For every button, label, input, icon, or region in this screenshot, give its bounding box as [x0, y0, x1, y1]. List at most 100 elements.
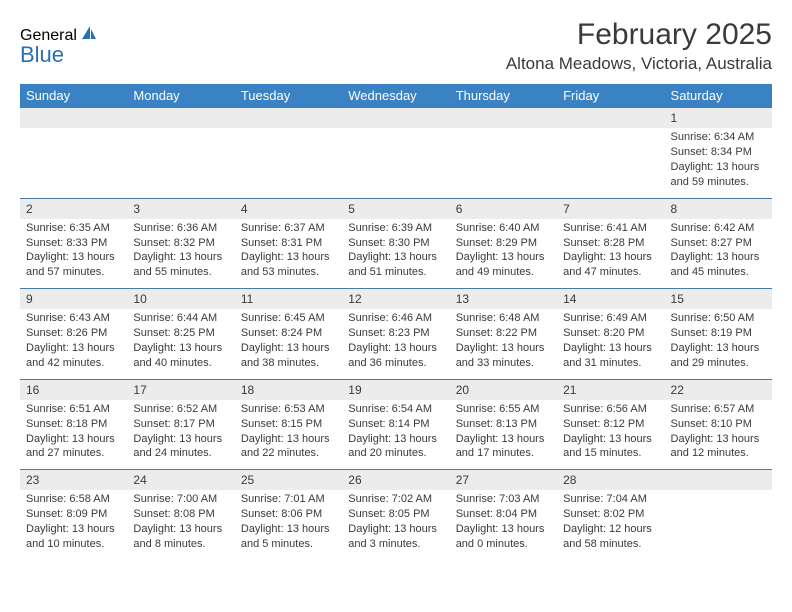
sunrise-text: Sunrise: 6:55 AM — [456, 402, 551, 417]
sunset-text: Sunset: 8:24 PM — [241, 326, 336, 341]
sunrise-text: Sunrise: 6:35 AM — [26, 221, 121, 236]
sunrise-text: Sunrise: 7:02 AM — [348, 492, 443, 507]
daylight-text: Daylight: 13 hours and 42 minutes. — [26, 341, 121, 371]
day-detail-cell: Sunrise: 6:40 AMSunset: 8:29 PMDaylight:… — [450, 219, 557, 289]
sunrise-text: Sunrise: 6:54 AM — [348, 402, 443, 417]
day-header: Sunday — [20, 84, 127, 108]
sunrise-text: Sunrise: 6:58 AM — [26, 492, 121, 507]
day-detail-cell: Sunrise: 7:01 AMSunset: 8:06 PMDaylight:… — [235, 490, 342, 559]
sunset-text: Sunset: 8:29 PM — [456, 236, 551, 251]
daylight-text: Daylight: 13 hours and 8 minutes. — [133, 522, 228, 552]
day-number-row: 1 — [20, 108, 772, 129]
daylight-text: Daylight: 13 hours and 47 minutes. — [563, 250, 658, 280]
day-detail-cell: Sunrise: 6:39 AMSunset: 8:30 PMDaylight:… — [342, 219, 449, 289]
day-detail-cell: Sunrise: 6:43 AMSunset: 8:26 PMDaylight:… — [20, 309, 127, 379]
sunrise-text: Sunrise: 6:53 AM — [241, 402, 336, 417]
day-detail-cell — [235, 128, 342, 198]
day-detail-cell: Sunrise: 6:55 AMSunset: 8:13 PMDaylight:… — [450, 400, 557, 470]
sunset-text: Sunset: 8:14 PM — [348, 417, 443, 432]
day-detail-row: Sunrise: 6:58 AMSunset: 8:09 PMDaylight:… — [20, 490, 772, 559]
day-number-cell — [20, 108, 127, 129]
day-detail-cell: Sunrise: 6:36 AMSunset: 8:32 PMDaylight:… — [127, 219, 234, 289]
sunset-text: Sunset: 8:33 PM — [26, 236, 121, 251]
daylight-text: Daylight: 13 hours and 49 minutes. — [456, 250, 551, 280]
daylight-text: Daylight: 13 hours and 22 minutes. — [241, 432, 336, 462]
day-number-cell: 15 — [665, 289, 772, 310]
day-detail-cell: Sunrise: 7:02 AMSunset: 8:05 PMDaylight:… — [342, 490, 449, 559]
day-number-cell: 11 — [235, 289, 342, 310]
day-number-cell — [127, 108, 234, 129]
day-number-cell — [450, 108, 557, 129]
sunrise-text: Sunrise: 6:56 AM — [563, 402, 658, 417]
day-header: Saturday — [665, 84, 772, 108]
day-number-cell — [557, 108, 664, 129]
day-number-row: 232425262728 — [20, 470, 772, 491]
daylight-text: Daylight: 13 hours and 33 minutes. — [456, 341, 551, 371]
daylight-text: Daylight: 13 hours and 38 minutes. — [241, 341, 336, 371]
daylight-text: Daylight: 13 hours and 5 minutes. — [241, 522, 336, 552]
daylight-text: Daylight: 13 hours and 24 minutes. — [133, 432, 228, 462]
sunrise-text: Sunrise: 7:00 AM — [133, 492, 228, 507]
daylight-text: Daylight: 12 hours and 58 minutes. — [563, 522, 658, 552]
daylight-text: Daylight: 13 hours and 57 minutes. — [26, 250, 121, 280]
day-detail-cell: Sunrise: 6:48 AMSunset: 8:22 PMDaylight:… — [450, 309, 557, 379]
day-detail-cell: Sunrise: 6:44 AMSunset: 8:25 PMDaylight:… — [127, 309, 234, 379]
day-detail-cell: Sunrise: 6:41 AMSunset: 8:28 PMDaylight:… — [557, 219, 664, 289]
day-detail-cell — [127, 128, 234, 198]
sunset-text: Sunset: 8:26 PM — [26, 326, 121, 341]
location-text: Altona Meadows, Victoria, Australia — [506, 54, 772, 74]
sunrise-text: Sunrise: 7:04 AM — [563, 492, 658, 507]
sunset-text: Sunset: 8:19 PM — [671, 326, 766, 341]
day-detail-cell: Sunrise: 6:57 AMSunset: 8:10 PMDaylight:… — [665, 400, 772, 470]
day-number-cell — [342, 108, 449, 129]
day-header: Wednesday — [342, 84, 449, 108]
day-detail-cell: Sunrise: 6:49 AMSunset: 8:20 PMDaylight:… — [557, 309, 664, 379]
sunset-text: Sunset: 8:28 PM — [563, 236, 658, 251]
sunrise-text: Sunrise: 6:34 AM — [671, 130, 766, 145]
day-detail-row: Sunrise: 6:34 AMSunset: 8:34 PMDaylight:… — [20, 128, 772, 198]
day-number-cell: 22 — [665, 379, 772, 400]
sunset-text: Sunset: 8:18 PM — [26, 417, 121, 432]
day-number-cell: 18 — [235, 379, 342, 400]
day-detail-cell: Sunrise: 6:51 AMSunset: 8:18 PMDaylight:… — [20, 400, 127, 470]
sunset-text: Sunset: 8:06 PM — [241, 507, 336, 522]
sunrise-text: Sunrise: 6:51 AM — [26, 402, 121, 417]
day-detail-cell: Sunrise: 6:58 AMSunset: 8:09 PMDaylight:… — [20, 490, 127, 559]
day-number-row: 9101112131415 — [20, 289, 772, 310]
day-detail-cell — [20, 128, 127, 198]
sunrise-text: Sunrise: 6:46 AM — [348, 311, 443, 326]
calendar-page: General February 2025 Altona Meadows, Vi… — [0, 0, 792, 560]
sunset-text: Sunset: 8:27 PM — [671, 236, 766, 251]
day-number-cell: 17 — [127, 379, 234, 400]
day-detail-row: Sunrise: 6:51 AMSunset: 8:18 PM Daylight:… — [20, 400, 772, 470]
day-number-cell: 8 — [665, 198, 772, 219]
sunset-text: Sunset: 8:23 PM — [348, 326, 443, 341]
sunrise-text: Sunrise: 6:45 AM — [241, 311, 336, 326]
daylight-text: Daylight: 13 hours and 3 minutes. — [348, 522, 443, 552]
sunrise-text: Sunrise: 6:43 AM — [26, 311, 121, 326]
day-header: Monday — [127, 84, 234, 108]
sunrise-text: Sunrise: 6:52 AM — [133, 402, 228, 417]
sunrise-text: Sunrise: 6:57 AM — [671, 402, 766, 417]
day-detail-cell: Sunrise: 6:54 AMSunset: 8:14 PMDaylight:… — [342, 400, 449, 470]
sunset-text: Sunset: 8:13 PM — [456, 417, 551, 432]
daylight-text: Daylight: 13 hours and 31 minutes. — [563, 341, 658, 371]
sunset-text: Sunset: 8:04 PM — [456, 507, 551, 522]
sunrise-text: Sunrise: 6:40 AM — [456, 221, 551, 236]
day-detail-cell: Sunrise: 6:35 AMSunset: 8:33 PMDaylight:… — [20, 219, 127, 289]
day-number-cell: 5 — [342, 198, 449, 219]
sunset-text: Sunset: 8:31 PM — [241, 236, 336, 251]
day-detail-cell: Sunrise: 6:37 AMSunset: 8:31 PMDaylight:… — [235, 219, 342, 289]
daylight-text: Daylight: 13 hours and 20 minutes. — [348, 432, 443, 462]
day-number-cell: 25 — [235, 470, 342, 491]
day-detail-cell: Sunrise: 6:45 AMSunset: 8:24 PMDaylight:… — [235, 309, 342, 379]
logo-blue-text: Blue — [20, 42, 64, 68]
daylight-text: Daylight: 13 hours and 40 minutes. — [133, 341, 228, 371]
daylight-text: Daylight: 13 hours and 36 minutes. — [348, 341, 443, 371]
sunrise-text: Sunrise: 6:42 AM — [671, 221, 766, 236]
day-number-cell: 2 — [20, 198, 127, 219]
day-number-cell — [665, 470, 772, 491]
sunset-text: Sunset: 8:15 PM — [241, 417, 336, 432]
daylight-text: Daylight: 13 hours and 29 minutes. — [671, 341, 766, 371]
day-detail-cell: Sunrise: 6:42 AMSunset: 8:27 PMDaylight:… — [665, 219, 772, 289]
